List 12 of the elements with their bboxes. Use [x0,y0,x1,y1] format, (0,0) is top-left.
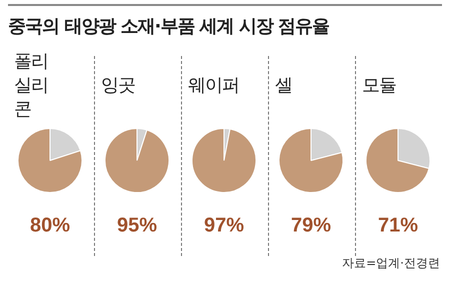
data-label: 71% [378,214,418,237]
chart-title: 모듈 [361,74,397,98]
chart-title: 웨이퍼 [187,74,240,98]
data-label: 80% [30,214,70,237]
data-label: 79% [290,214,332,237]
text: 자료=업계·전경련 [342,255,440,272]
chart-title: 폴리실리콘 [13,51,49,120]
chart-title: 셀 [274,74,293,98]
text: 중국의 태양광 소재·부품 세계 시장 점유율 [8,6,442,38]
data-label: 97% [204,214,244,237]
chart-title: 잉곳 [100,74,136,98]
data-label: 95% [116,214,158,237]
